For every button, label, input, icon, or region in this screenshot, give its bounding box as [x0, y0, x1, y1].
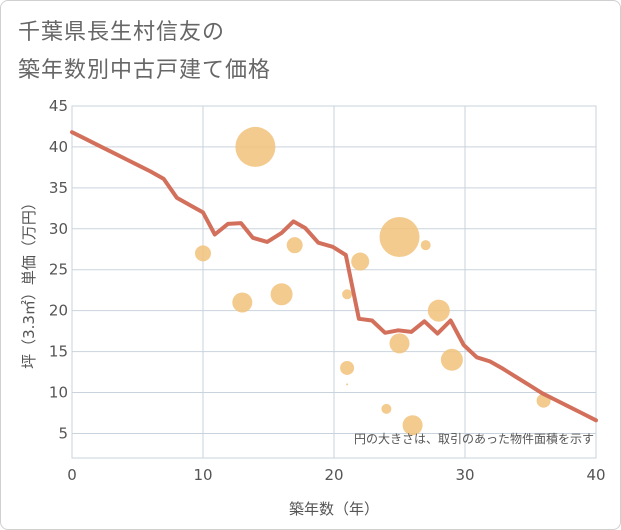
x-tick-label: 30: [455, 466, 474, 484]
bubble-point: [235, 126, 276, 167]
x-tick-label: 10: [193, 466, 212, 484]
y-tick-label: 5: [58, 424, 68, 442]
bubble-point: [232, 292, 253, 313]
chart-note: 円の大きさは、取引のあった物件面積を示す: [354, 431, 594, 446]
x-tick-label: 20: [324, 466, 343, 484]
x-tick-label: 0: [67, 466, 77, 484]
y-tick-label: 45: [49, 97, 68, 115]
y-tick-label: 35: [49, 179, 68, 197]
bubble-point: [427, 299, 450, 322]
y-tick-labels: 5 10 15 20 25 30 35 40 45: [49, 97, 68, 442]
bubble-point: [340, 360, 355, 375]
bubble-point: [195, 245, 211, 262]
trend-line: [70, 130, 598, 423]
chart-title-line2: 築年数別中古戸建て価格: [18, 58, 272, 83]
trend-line-series: [70, 130, 598, 423]
x-tick-label: 40: [586, 466, 605, 484]
y-tick-label: 20: [49, 302, 68, 320]
bubble-point: [342, 289, 353, 300]
bubble-series: [195, 126, 551, 436]
bubble-point: [346, 383, 349, 386]
bubble-point: [270, 283, 293, 306]
grid-lines: [71, 105, 597, 458]
bubble-point: [286, 237, 303, 254]
y-tick-label: 10: [49, 384, 68, 402]
bubble-point: [440, 348, 463, 371]
y-tick-label: 40: [49, 138, 68, 156]
y-tick-label: 30: [49, 220, 68, 238]
y-tick-label: 25: [49, 261, 68, 279]
bubble-point: [402, 415, 423, 436]
x-axis-label: 築年数（年）: [289, 500, 379, 518]
x-tick-labels: 0 10 20 30 40: [67, 466, 605, 484]
bubble-point: [420, 240, 431, 251]
bubble-point: [351, 252, 370, 271]
chart-title-line1: 千葉県長生村信友の: [18, 20, 226, 45]
bubble-point: [379, 216, 420, 257]
y-axis-label: 坪（3.3㎡）単価（万円）: [20, 195, 38, 369]
bubble-point: [389, 333, 410, 354]
bubble-point: [381, 403, 392, 414]
y-tick-label: 15: [49, 343, 68, 361]
